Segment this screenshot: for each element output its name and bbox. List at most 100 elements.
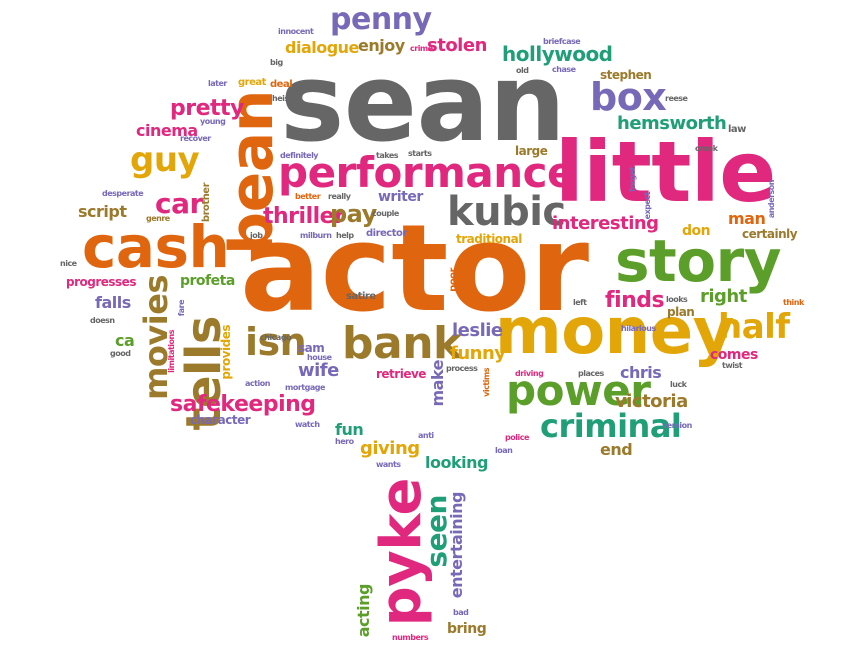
word-hemsworth: hemsworth: [617, 113, 727, 134]
word-limitations: limitations: [167, 330, 176, 373]
word-don: don: [682, 223, 711, 239]
word-provides: provides: [219, 325, 233, 380]
word-little: little: [555, 123, 776, 221]
word-box: box: [590, 75, 667, 119]
word-sam: sam: [298, 341, 325, 355]
word-places: places: [578, 369, 604, 378]
word-right: right: [700, 286, 747, 307]
word-starts: starts: [408, 149, 432, 158]
word-definitely: definitely: [280, 151, 319, 160]
word-cash: cash: [82, 213, 230, 281]
word-safekeeping: safekeeping: [170, 392, 316, 417]
word-interesting: interesting: [552, 213, 659, 234]
word-crime: crime: [410, 44, 433, 53]
word-penny: penny: [330, 2, 432, 37]
word-thriller: thriller: [263, 204, 345, 229]
word-fare: fare: [177, 300, 186, 317]
word-stephen: stephen: [600, 68, 652, 82]
word-chicago: chicago: [260, 333, 292, 342]
word-bad: bad: [453, 608, 469, 617]
word-better: better: [295, 192, 321, 201]
word-looks: looks: [666, 295, 688, 304]
word-guy: guy: [130, 140, 200, 180]
word-end: end: [600, 440, 633, 459]
word-sean: sean: [280, 41, 566, 166]
word-dialogue: dialogue: [285, 38, 359, 57]
word-bring: bring: [447, 621, 487, 637]
word-old: old: [516, 66, 529, 75]
word-comes: comes: [710, 347, 758, 363]
word-desperate: desperate: [102, 189, 144, 198]
word-character: character: [190, 413, 251, 427]
word-plan: plan: [667, 305, 695, 319]
word-luck: luck: [670, 380, 687, 389]
word-large: large: [515, 144, 548, 158]
word-kubic: kubic: [447, 189, 566, 235]
word-driving: driving: [515, 369, 544, 378]
word-innocent: innocent: [278, 27, 314, 36]
word-think: think: [783, 298, 804, 307]
word-big: big: [270, 58, 283, 67]
word-bank: bank: [342, 318, 462, 369]
word-actor: actor: [240, 200, 589, 339]
word-giving: giving: [360, 438, 420, 459]
word-progresses: progresses: [66, 275, 136, 289]
word-left: left: [573, 298, 587, 307]
word-briefcase: briefcase: [543, 37, 581, 46]
word-law: law: [728, 124, 746, 135]
word-money: money: [495, 295, 734, 369]
word-finds: finds: [605, 288, 665, 313]
word-twist: twist: [722, 361, 743, 370]
word-poor: poor: [448, 268, 459, 292]
word-script: script: [78, 202, 127, 221]
word-victoria: victoria: [615, 391, 688, 412]
word-victims: victims: [482, 368, 491, 397]
word-doesn: doesn: [90, 316, 115, 325]
word-satire: satire: [346, 291, 376, 302]
word-certainly: certainly: [742, 227, 798, 241]
word-anderson: anderson: [767, 180, 776, 219]
word-fun: fun: [335, 420, 364, 439]
word-great: great: [238, 77, 266, 88]
word-falls: falls: [95, 293, 131, 312]
word-hero: hero: [335, 437, 354, 446]
word-nice: nice: [60, 259, 77, 268]
word-police: police: [505, 433, 529, 442]
word-loan: loan: [495, 446, 513, 455]
word-wants: wants: [376, 460, 401, 469]
word-pay: pay: [330, 200, 377, 228]
word-looking: looking: [425, 453, 488, 472]
word-entertaining: entertaining: [447, 492, 466, 599]
word-couple: couple: [372, 209, 399, 218]
word-director: director: [366, 228, 407, 239]
word-leslie: leslie: [452, 320, 503, 341]
word-action: action: [245, 379, 270, 388]
word-writer: writer: [378, 189, 423, 205]
word-story: story: [615, 227, 782, 295]
word-chris: chris: [620, 363, 662, 382]
word-good: good: [110, 349, 131, 358]
word-make: make: [428, 360, 447, 407]
word-wife: wife: [298, 360, 339, 381]
word-heist: heist: [272, 94, 292, 103]
word-expect: expect: [643, 192, 652, 220]
word-watch: watch: [295, 420, 320, 429]
word-ca: ca: [115, 331, 135, 350]
word-reese: reese: [665, 94, 688, 103]
word-traditional: traditional: [456, 232, 522, 246]
word-recover: recover: [180, 134, 211, 143]
word-cinema: cinema: [136, 121, 198, 140]
word-hilarious: hilarious: [621, 324, 656, 333]
word-man: man: [728, 209, 766, 228]
word-enjoy: enjoy: [358, 36, 405, 55]
word-genre: genre: [146, 214, 170, 223]
word-version: version: [662, 421, 692, 430]
word-chase: chase: [552, 65, 576, 74]
word-retrieve: retrieve: [376, 367, 426, 381]
word-criminal: criminal: [540, 407, 682, 445]
word-mortgage: mortgage: [285, 383, 325, 392]
word-young: young: [200, 117, 226, 126]
word-brother: brother: [201, 183, 212, 223]
word-really: really: [328, 192, 351, 201]
